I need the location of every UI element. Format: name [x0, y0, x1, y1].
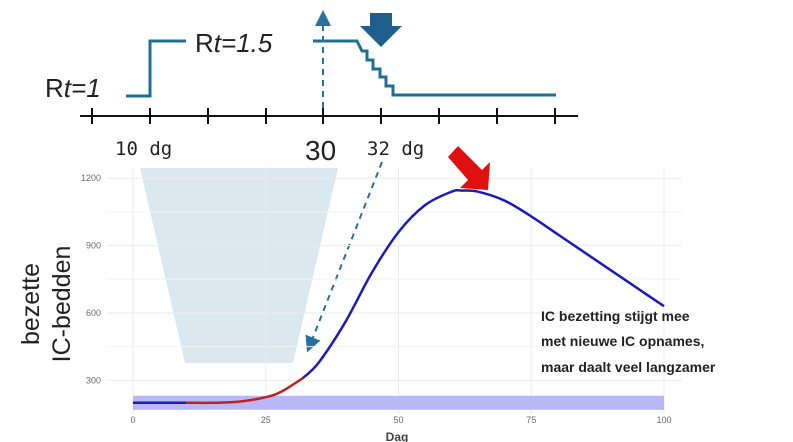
y-axis-label-line1: bezette: [17, 263, 45, 345]
rt1-label: Rt=1: [45, 73, 101, 103]
annotation-line3: maar daalt veel langzamer: [541, 359, 716, 375]
capacity-band: [133, 395, 664, 410]
annotation-line2: met nieuwe IC opnames,: [541, 333, 704, 349]
funnel-shape: [140, 168, 338, 363]
ic-chart: 300 600 900 1200 0 25 50 75 100 Dag bezette IC-…: [17, 146, 716, 442]
y-axis-label: bezette IC-bedden: [17, 246, 76, 363]
chart-grid: [107, 167, 682, 414]
peak-arrow-icon: [448, 146, 490, 190]
y-tick-label: 300: [86, 375, 101, 385]
x-tick-label: 100: [656, 415, 671, 425]
series-lines: [133, 188, 665, 405]
rt-step-line-high: [313, 39, 556, 97]
down-arrow-icon: [360, 13, 402, 47]
series-line-main: [302, 188, 665, 379]
y-tick-labels: 300 600 900 1200: [81, 173, 101, 385]
x-tick-labels: 0 25 50 75 100: [130, 415, 671, 425]
series-line-rising: [186, 377, 304, 405]
y-tick-label: 900: [86, 241, 101, 251]
timeline-ticks: [91, 108, 556, 124]
y-axis-label-line2: IC-bedden: [48, 246, 76, 363]
rt-step-line: [126, 39, 186, 98]
x-tick-label: 75: [526, 415, 536, 425]
x-axis-label: Dag: [386, 430, 409, 442]
timeline-label-30: 30: [305, 135, 336, 166]
x-tick-label: 25: [261, 415, 271, 425]
y-tick-label: 600: [86, 308, 101, 318]
x-tick-label: 0: [130, 415, 135, 425]
timeline-label-10: 10 dg: [115, 138, 172, 160]
y-tick-label: 1200: [81, 173, 101, 183]
x-tick-label: 50: [393, 415, 403, 425]
rt-timeline: Rt=1 Rt=1.5 10 dg 30 32 dg: [45, 10, 578, 166]
annotation-line1: IC bezetting stijgt mee: [541, 308, 690, 324]
rt2-label: Rt=1.5: [195, 28, 273, 58]
timeline-label-32: 32 dg: [367, 138, 424, 160]
annotation: IC bezetting stijgt mee met nieuwe IC op…: [541, 308, 716, 375]
